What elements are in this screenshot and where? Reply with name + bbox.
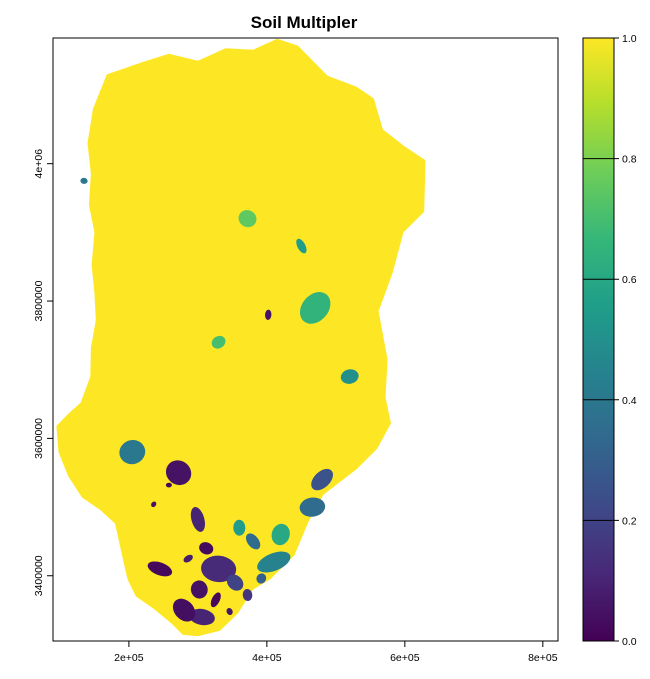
- y-tick-label: 3400000: [33, 555, 45, 596]
- low-value-patch: [211, 335, 226, 349]
- colorbar-tick-label: 0.6: [622, 274, 637, 286]
- raster-layer: [56, 38, 426, 637]
- low-value-patch: [242, 589, 253, 601]
- low-value-patch: [151, 501, 157, 508]
- colorbar-legend: 0.0 0.2 0.4 0.6 0.8 1.0: [582, 33, 637, 648]
- low-value-patch: [226, 574, 244, 591]
- y-axis: 3400000 3600000 3800000 4e+06: [33, 149, 53, 596]
- low-value-patch: [245, 533, 261, 550]
- low-value-patch: [172, 598, 196, 622]
- low-value-patch: [311, 468, 333, 491]
- low-value-patch: [199, 542, 214, 555]
- low-value-patch: [226, 608, 233, 615]
- low-value-patch: [190, 580, 208, 599]
- low-value-patch: [233, 519, 246, 536]
- low-value-patch: [299, 497, 326, 517]
- low-value-patch: [165, 460, 192, 486]
- low-value-patch: [264, 309, 272, 320]
- chart-title: Soil Multipler: [251, 13, 358, 32]
- x-axis: 2e+05 4e+05 6e+05 8e+05: [114, 641, 558, 664]
- low-value-patch: [271, 523, 290, 546]
- x-tick-label: 8e+05: [528, 652, 558, 664]
- low-value-patch: [257, 551, 291, 573]
- colorbar-tick-label: 0.4: [622, 395, 637, 407]
- colorbar-tick-label: 1.0: [622, 33, 637, 45]
- low-value-patch: [183, 554, 193, 563]
- low-value-patch: [119, 440, 146, 465]
- x-tick-label: 2e+05: [114, 652, 144, 664]
- low-value-patch: [165, 482, 172, 488]
- colorbar-tick-label: 0.0: [622, 636, 637, 648]
- low-value-patch: [256, 573, 267, 584]
- low-value-patch: [299, 292, 331, 324]
- y-tick-label: 3800000: [33, 280, 45, 321]
- colorbar-tick-label: 0.8: [622, 154, 637, 166]
- low-value-patch: [190, 506, 205, 532]
- low-value-patch: [201, 555, 237, 583]
- y-tick-label: 4e+06: [33, 149, 45, 179]
- low-value-patch: [238, 210, 257, 228]
- low-value-patch: [210, 592, 221, 608]
- colorbar-tick-label: 0.2: [622, 515, 637, 527]
- x-tick-label: 4e+05: [252, 652, 282, 664]
- y-tick-label: 3600000: [33, 418, 45, 459]
- low-value-patch: [340, 369, 359, 384]
- study-region: [56, 38, 426, 637]
- colorbar-gradient: [582, 37, 615, 642]
- low-value-patch: [189, 608, 215, 626]
- x-tick-label: 6e+05: [390, 652, 420, 664]
- plot-frame: [52, 37, 559, 642]
- low-value-patch: [147, 561, 173, 577]
- low-value-patch: [80, 177, 88, 184]
- low-value-patch: [296, 238, 307, 254]
